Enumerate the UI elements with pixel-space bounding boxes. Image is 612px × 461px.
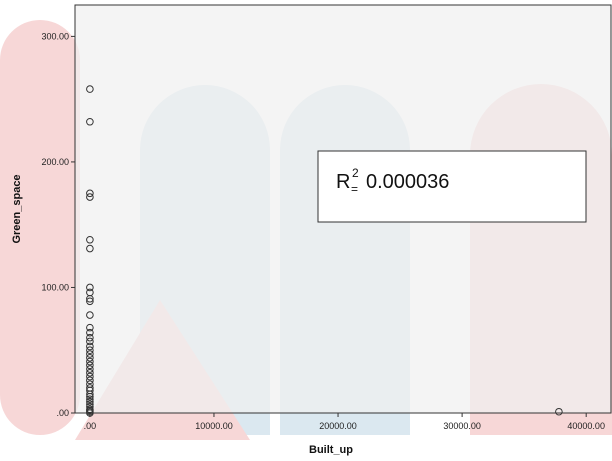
scatter-point bbox=[86, 397, 94, 406]
x-tick-label: 20000.00 bbox=[319, 421, 357, 431]
scatter-point bbox=[86, 357, 94, 366]
scatter-point bbox=[86, 328, 94, 337]
scatter-point bbox=[555, 407, 563, 416]
scatter-point bbox=[86, 361, 94, 370]
annotation-superscript: 2 bbox=[352, 166, 359, 180]
scatter-point bbox=[86, 117, 94, 126]
scatter-point bbox=[86, 235, 94, 244]
scatter-point bbox=[86, 283, 94, 292]
scatter-point bbox=[86, 193, 94, 201]
scatter-point bbox=[86, 376, 94, 385]
y-tick-label: 300.00 bbox=[41, 31, 69, 41]
x-axis-title: Built_up bbox=[309, 444, 353, 456]
scatter-point bbox=[86, 244, 94, 253]
scatter-point bbox=[86, 353, 94, 362]
annotation-value: 0.000036 bbox=[366, 171, 449, 193]
x-tick-label: 10000.00 bbox=[195, 421, 233, 431]
y-tick-label: 100.00 bbox=[41, 282, 69, 292]
y-tick-label: 200.00 bbox=[41, 157, 69, 167]
scatter-point bbox=[86, 350, 94, 358]
scatter-point bbox=[86, 85, 94, 93]
x-tick-label: .00 bbox=[84, 421, 97, 431]
annotation-r-label: R bbox=[336, 171, 350, 193]
scatter-point bbox=[86, 189, 94, 198]
data-points bbox=[86, 85, 563, 417]
r-squared-annotation: R 2 = 0.000036 bbox=[317, 150, 587, 223]
scatter-point bbox=[86, 346, 94, 355]
scatter-point bbox=[86, 297, 94, 306]
scatter-point bbox=[86, 365, 94, 373]
y-axis: .00 100.00 200.00 300.00 bbox=[41, 31, 75, 418]
y-axis-title: Green_space bbox=[11, 174, 23, 243]
scatter-point bbox=[86, 294, 94, 303]
y-tick-label: .00 bbox=[56, 408, 69, 418]
scatter-point bbox=[86, 323, 94, 332]
scatter-point bbox=[86, 333, 94, 342]
scatter-point bbox=[86, 311, 94, 319]
annotation-box bbox=[317, 150, 587, 223]
scatter-point bbox=[86, 390, 94, 398]
scatter-point bbox=[86, 409, 94, 417]
scatter-point bbox=[86, 342, 94, 351]
scatter-point bbox=[86, 337, 94, 346]
scatter-point bbox=[86, 372, 94, 381]
x-tick-label: 40000.00 bbox=[567, 421, 605, 431]
annotation-subscript: = bbox=[351, 182, 358, 196]
x-tick-label: 30000.00 bbox=[443, 421, 481, 431]
scatter-point bbox=[86, 369, 94, 377]
scatter-point bbox=[86, 392, 94, 401]
watermark-red-left bbox=[0, 20, 80, 435]
scatter-point bbox=[86, 395, 94, 403]
